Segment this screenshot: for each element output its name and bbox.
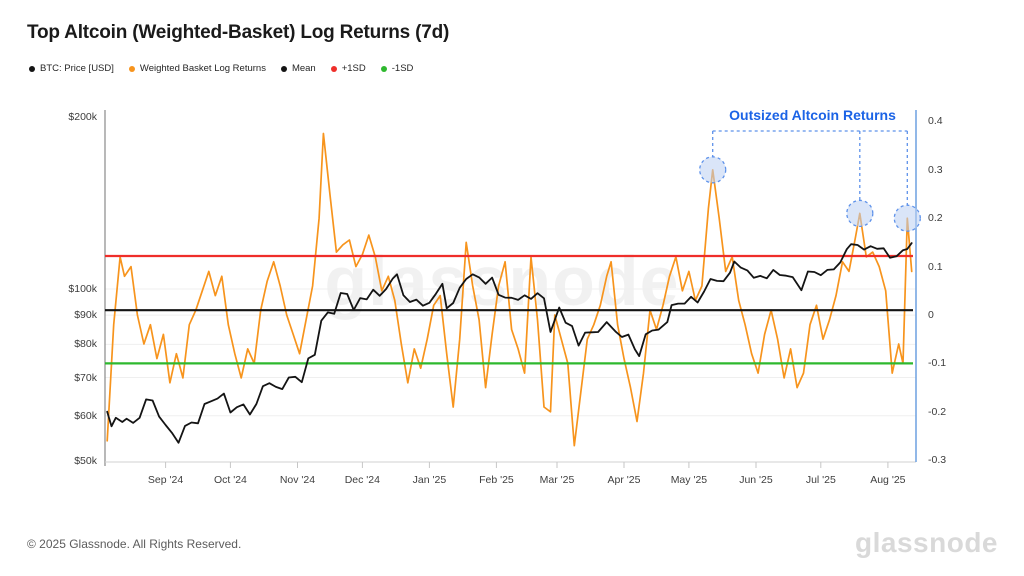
left-axis-tick-label: $80k — [74, 338, 97, 351]
right-axis-tick-label: 0.2 — [928, 212, 943, 225]
right-axis-tick-label: -0.3 — [928, 454, 947, 467]
left-axis-tick-label: $50k — [74, 455, 97, 467]
page-title: Top Altcoin (Weighted-Basket) Log Return… — [27, 22, 450, 43]
x-axis-month-label: Jan '25 — [412, 474, 447, 486]
x-axis-month-label: Apr '25 — [607, 474, 641, 486]
left-axis-tick-label: $90k — [74, 309, 97, 322]
right-axis-tick-label: 0.1 — [928, 260, 943, 273]
annotation-circle — [699, 156, 727, 184]
legend-label: Weighted Basket Log Returns — [139, 63, 266, 74]
legend-item[interactable]: BTC: Price [USD] — [29, 63, 114, 74]
x-axis-month-label: Feb '25 — [479, 474, 514, 486]
annotation-label: Outsized Altcoin Returns — [729, 107, 896, 123]
x-axis-month-label: May '25 — [670, 474, 708, 486]
x-axis-month-label: Aug '25 — [870, 474, 906, 486]
right-axis-tick-label: -0.2 — [928, 405, 947, 418]
x-axis-month-label: Dec '24 — [344, 474, 380, 486]
x-axis-month-label: Jul '25 — [805, 474, 836, 486]
x-axis-month-label: Mar '25 — [539, 474, 575, 486]
legend-dot-icon — [380, 65, 387, 72]
left-axis-tick-label: $100k — [68, 282, 97, 295]
right-axis-tick-label: 0.3 — [928, 163, 943, 176]
x-axis-month-label: Oct '24 — [213, 474, 247, 486]
annotation-circle — [893, 204, 921, 232]
right-axis-tick-label: 0.4 — [928, 115, 943, 128]
annotation-circle — [846, 199, 874, 228]
left-axis-tick-label: $70k — [74, 371, 97, 384]
btc-price-line — [106, 242, 913, 444]
legend-item[interactable]: -1SD — [380, 63, 414, 74]
x-axis-month-label: Nov '24 — [279, 474, 316, 486]
chart-legend: BTC: Price [USD] Weighted Basket Log Retu… — [29, 63, 413, 74]
x-axis-month-label: Jun '25 — [739, 474, 773, 486]
legend-dot-icon — [29, 65, 35, 72]
legend-item[interactable]: Weighted Basket Log Returns — [128, 63, 266, 74]
left-axis-tick-label: $60k — [74, 409, 97, 422]
glassnode-logo: glassnode — [855, 527, 998, 558]
legend-label: BTC: Price [USD] — [40, 63, 114, 74]
right-axis-tick-label: -0.1 — [928, 357, 947, 370]
legend-label: +1SD — [341, 63, 366, 74]
legend-dot-icon — [128, 65, 135, 72]
weighted-basket-log-returns-line — [106, 132, 913, 447]
legend-label: Mean — [291, 63, 316, 74]
legend-label: -1SD — [391, 63, 414, 74]
x-axis-month-label: Sep '24 — [147, 474, 184, 486]
copyright-text: © 2025 Glassnode. All Rights Reserved. — [27, 537, 242, 551]
legend-item[interactable]: Mean — [280, 63, 316, 74]
legend-dot-icon — [330, 65, 337, 72]
legend-dot-icon — [280, 65, 287, 72]
left-axis-tick-label: $200k — [68, 110, 97, 123]
legend-item[interactable]: +1SD — [330, 63, 366, 74]
right-axis-tick-label: 0 — [928, 309, 934, 321]
